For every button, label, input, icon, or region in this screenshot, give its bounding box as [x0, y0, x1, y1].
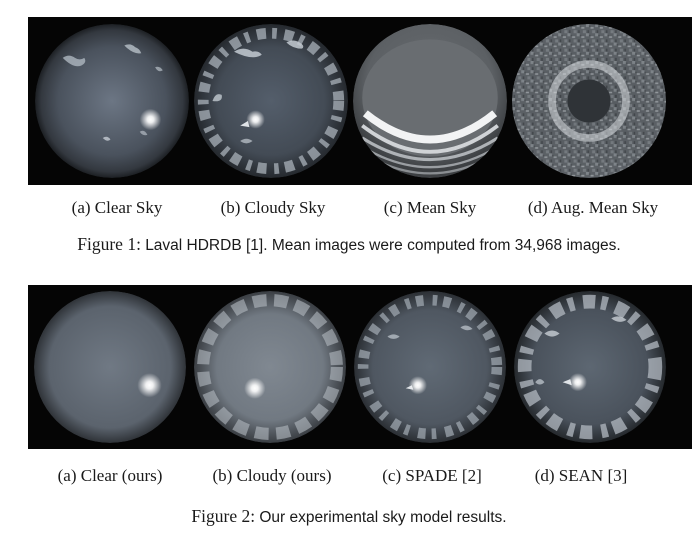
clear-sky-fisheye-image	[35, 24, 189, 178]
figure2-caption: Figure 2: Our experimental sky model res…	[0, 506, 698, 527]
figure2-label: Figure 2:	[191, 506, 256, 526]
cloudy-sky-fisheye-image	[194, 24, 348, 178]
clear-ours-caption: (a) Clear (ours)	[57, 466, 163, 485]
spade-caption: (c) SPADE [2]	[382, 466, 482, 485]
mean-sky-caption: (c) Mean Sky	[383, 198, 477, 217]
clear-ours-sky-image	[34, 291, 186, 443]
spade-sky-image	[354, 291, 506, 443]
figure1-image-strip	[28, 17, 692, 185]
aug-mean-sky-caption: (d) Aug. Mean Sky	[527, 198, 659, 217]
figure2-image-strip	[28, 285, 692, 449]
figure1-text: Laval HDRDB [1]. Mean images were comput…	[145, 237, 621, 254]
figure1-caption: Figure 1: Laval HDRDB [1]. Mean images w…	[0, 234, 698, 255]
clear-sky-caption: (a) Clear Sky	[71, 198, 163, 217]
figure1-label: Figure 1:	[77, 234, 141, 254]
sean-caption: (d) SEAN [3]	[534, 466, 628, 485]
mean-sky-fisheye-image	[353, 24, 507, 178]
augmented-mean-sky-fisheye-image	[512, 24, 666, 178]
cloudy-sky-caption: (b) Cloudy Sky	[220, 198, 326, 217]
figure2-text: Our experimental sky model results.	[259, 509, 507, 526]
cloudy-ours-caption: (b) Cloudy (ours)	[212, 466, 332, 485]
sean-sky-image	[514, 291, 666, 443]
cloudy-ours-sky-image	[194, 291, 346, 443]
